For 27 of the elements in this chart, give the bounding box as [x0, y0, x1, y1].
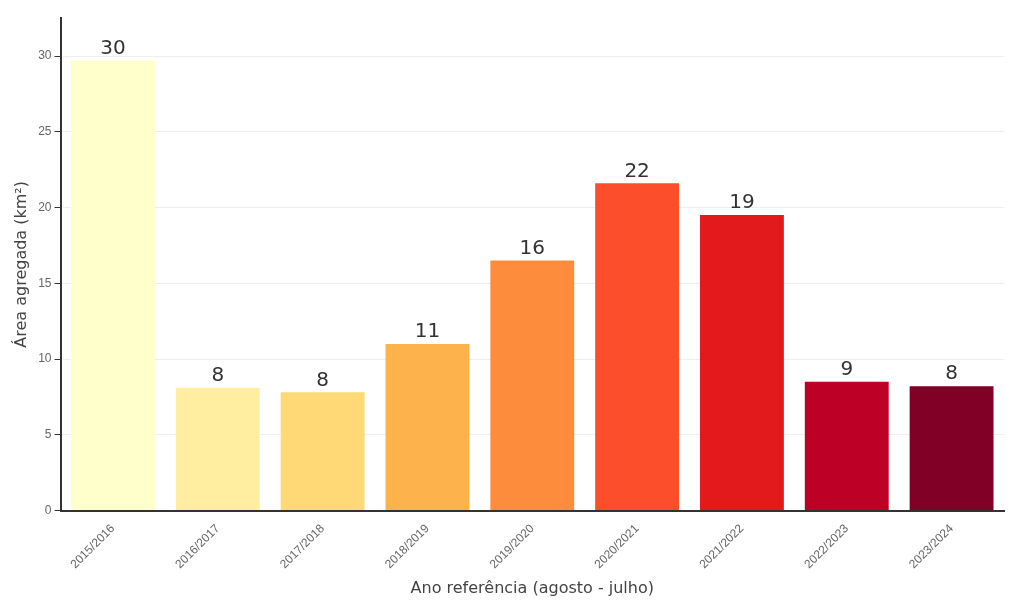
y-tick-label: 10: [38, 351, 52, 366]
y-tick-label: 30: [38, 48, 52, 63]
data-label: 16: [519, 234, 545, 259]
bar: [385, 343, 470, 511]
bar: [490, 260, 575, 511]
y-tick-label: 25: [38, 124, 52, 139]
data-label: 30: [100, 34, 126, 59]
y-axis-title: Área agregada (km²): [10, 181, 30, 348]
bar: [804, 381, 889, 511]
bar: [909, 386, 994, 511]
y-tick-label: 15: [38, 275, 52, 290]
bar: [595, 183, 680, 511]
y-tick-label: 20: [38, 199, 52, 214]
data-label: 8: [316, 366, 329, 391]
y-tick-label: 5: [44, 427, 52, 442]
x-axis-title: Ano referência (agosto - julho): [410, 577, 654, 597]
bar: [71, 60, 155, 511]
bar: [280, 392, 365, 511]
data-label: 9: [840, 355, 854, 380]
bar: [700, 215, 784, 511]
data-label: 8: [945, 360, 958, 385]
data-label: 22: [624, 157, 650, 182]
y-tick-label: 0: [44, 502, 52, 517]
data-label: 11: [414, 318, 441, 343]
bar: [175, 387, 260, 511]
data-label: 8: [211, 362, 225, 387]
data-label: 19: [729, 189, 755, 214]
